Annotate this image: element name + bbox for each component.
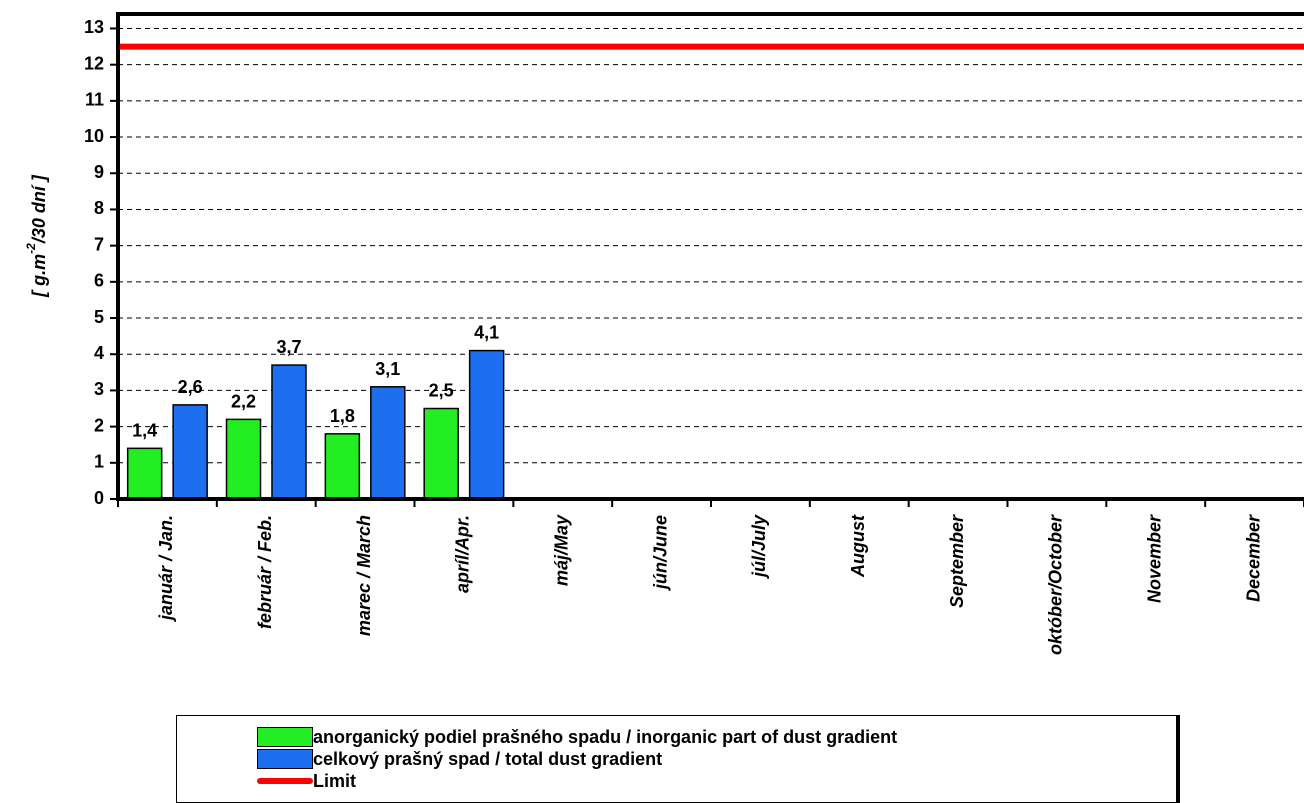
y-tick-label: 13 bbox=[84, 17, 104, 37]
x-category-label: máj/May bbox=[552, 514, 572, 586]
legend-label-limit: Limit bbox=[313, 770, 356, 791]
y-tick-label: 8 bbox=[94, 198, 104, 218]
bar-total bbox=[271, 364, 307, 500]
x-category-label: August bbox=[848, 514, 868, 578]
data-label: 2,2 bbox=[231, 391, 256, 411]
y-tick-label: 12 bbox=[84, 53, 104, 73]
x-category-label: apríl/Apr. bbox=[453, 515, 473, 593]
y-axis-label: [ g.m-2/30 dní ] bbox=[24, 174, 49, 298]
bar-inorganic bbox=[126, 447, 163, 500]
y-tick-label: 9 bbox=[94, 162, 104, 182]
legend-line-red bbox=[257, 778, 313, 784]
y-tick-label: 11 bbox=[85, 90, 104, 110]
x-category-label: júl/July bbox=[749, 514, 769, 579]
y-tick-label: 1 bbox=[94, 452, 104, 472]
bar-inorganic bbox=[225, 418, 262, 500]
data-label: 3,1 bbox=[375, 359, 400, 379]
data-label: 2,5 bbox=[429, 381, 454, 401]
x-category-label: November bbox=[1145, 514, 1165, 603]
bar-inorganic bbox=[423, 407, 459, 500]
data-label: 1,8 bbox=[330, 406, 355, 426]
legend-swatch-blue bbox=[257, 749, 313, 769]
bar-total bbox=[370, 386, 406, 500]
x-category-label: marec / March bbox=[354, 515, 374, 636]
legend-label-inorganic: anorganický podiel prašného spadu / inor… bbox=[313, 726, 898, 747]
legend-item-limit: Limit bbox=[257, 770, 356, 792]
y-tick-label: 7 bbox=[94, 234, 104, 254]
y-tick-label: 6 bbox=[94, 271, 104, 291]
legend-swatch-green bbox=[257, 727, 313, 747]
y-tick-label: 3 bbox=[94, 379, 104, 399]
legend-label-total: celkový prašný spad / total dust gradien… bbox=[313, 748, 663, 769]
data-label: 3,7 bbox=[276, 337, 301, 357]
y-tick-label: 10 bbox=[84, 126, 104, 146]
legend-item-total: celkový prašný spad / total dust gradien… bbox=[257, 748, 662, 770]
data-label: 1,4 bbox=[132, 420, 157, 440]
y-tick-label: 5 bbox=[94, 307, 104, 327]
data-label: 4,1 bbox=[474, 323, 499, 343]
plot-area-frame bbox=[116, 12, 1304, 501]
x-category-label: December bbox=[1243, 514, 1263, 602]
bar-total bbox=[172, 404, 208, 500]
data-labels: 1,4 2,2 1,8 2,5 2,6 3,7 3,1 4,1 bbox=[132, 323, 499, 441]
legend-item-inorganic: anorganický podiel prašného spadu / inor… bbox=[257, 726, 897, 748]
x-category-label: október/October bbox=[1046, 514, 1066, 655]
y-tick-label: 2 bbox=[94, 415, 104, 435]
x-category-label: jún/June bbox=[650, 515, 670, 591]
data-label: 2,6 bbox=[178, 377, 203, 397]
x-category-label: február / Feb. bbox=[255, 515, 275, 629]
y-tick-label: 4 bbox=[94, 343, 104, 363]
bar-total bbox=[468, 349, 505, 500]
x-axis-categories: január / Jan. február / Feb. marec / March… bbox=[117, 499, 1304, 655]
bar-series bbox=[126, 349, 505, 500]
x-category-label: január / Jan. bbox=[156, 515, 176, 622]
bar-inorganic bbox=[324, 433, 361, 500]
x-category-label: September bbox=[947, 514, 967, 608]
legend: anorganický podiel prašného spadu / inor… bbox=[176, 715, 1180, 803]
y-tick-label: 0 bbox=[94, 488, 104, 508]
